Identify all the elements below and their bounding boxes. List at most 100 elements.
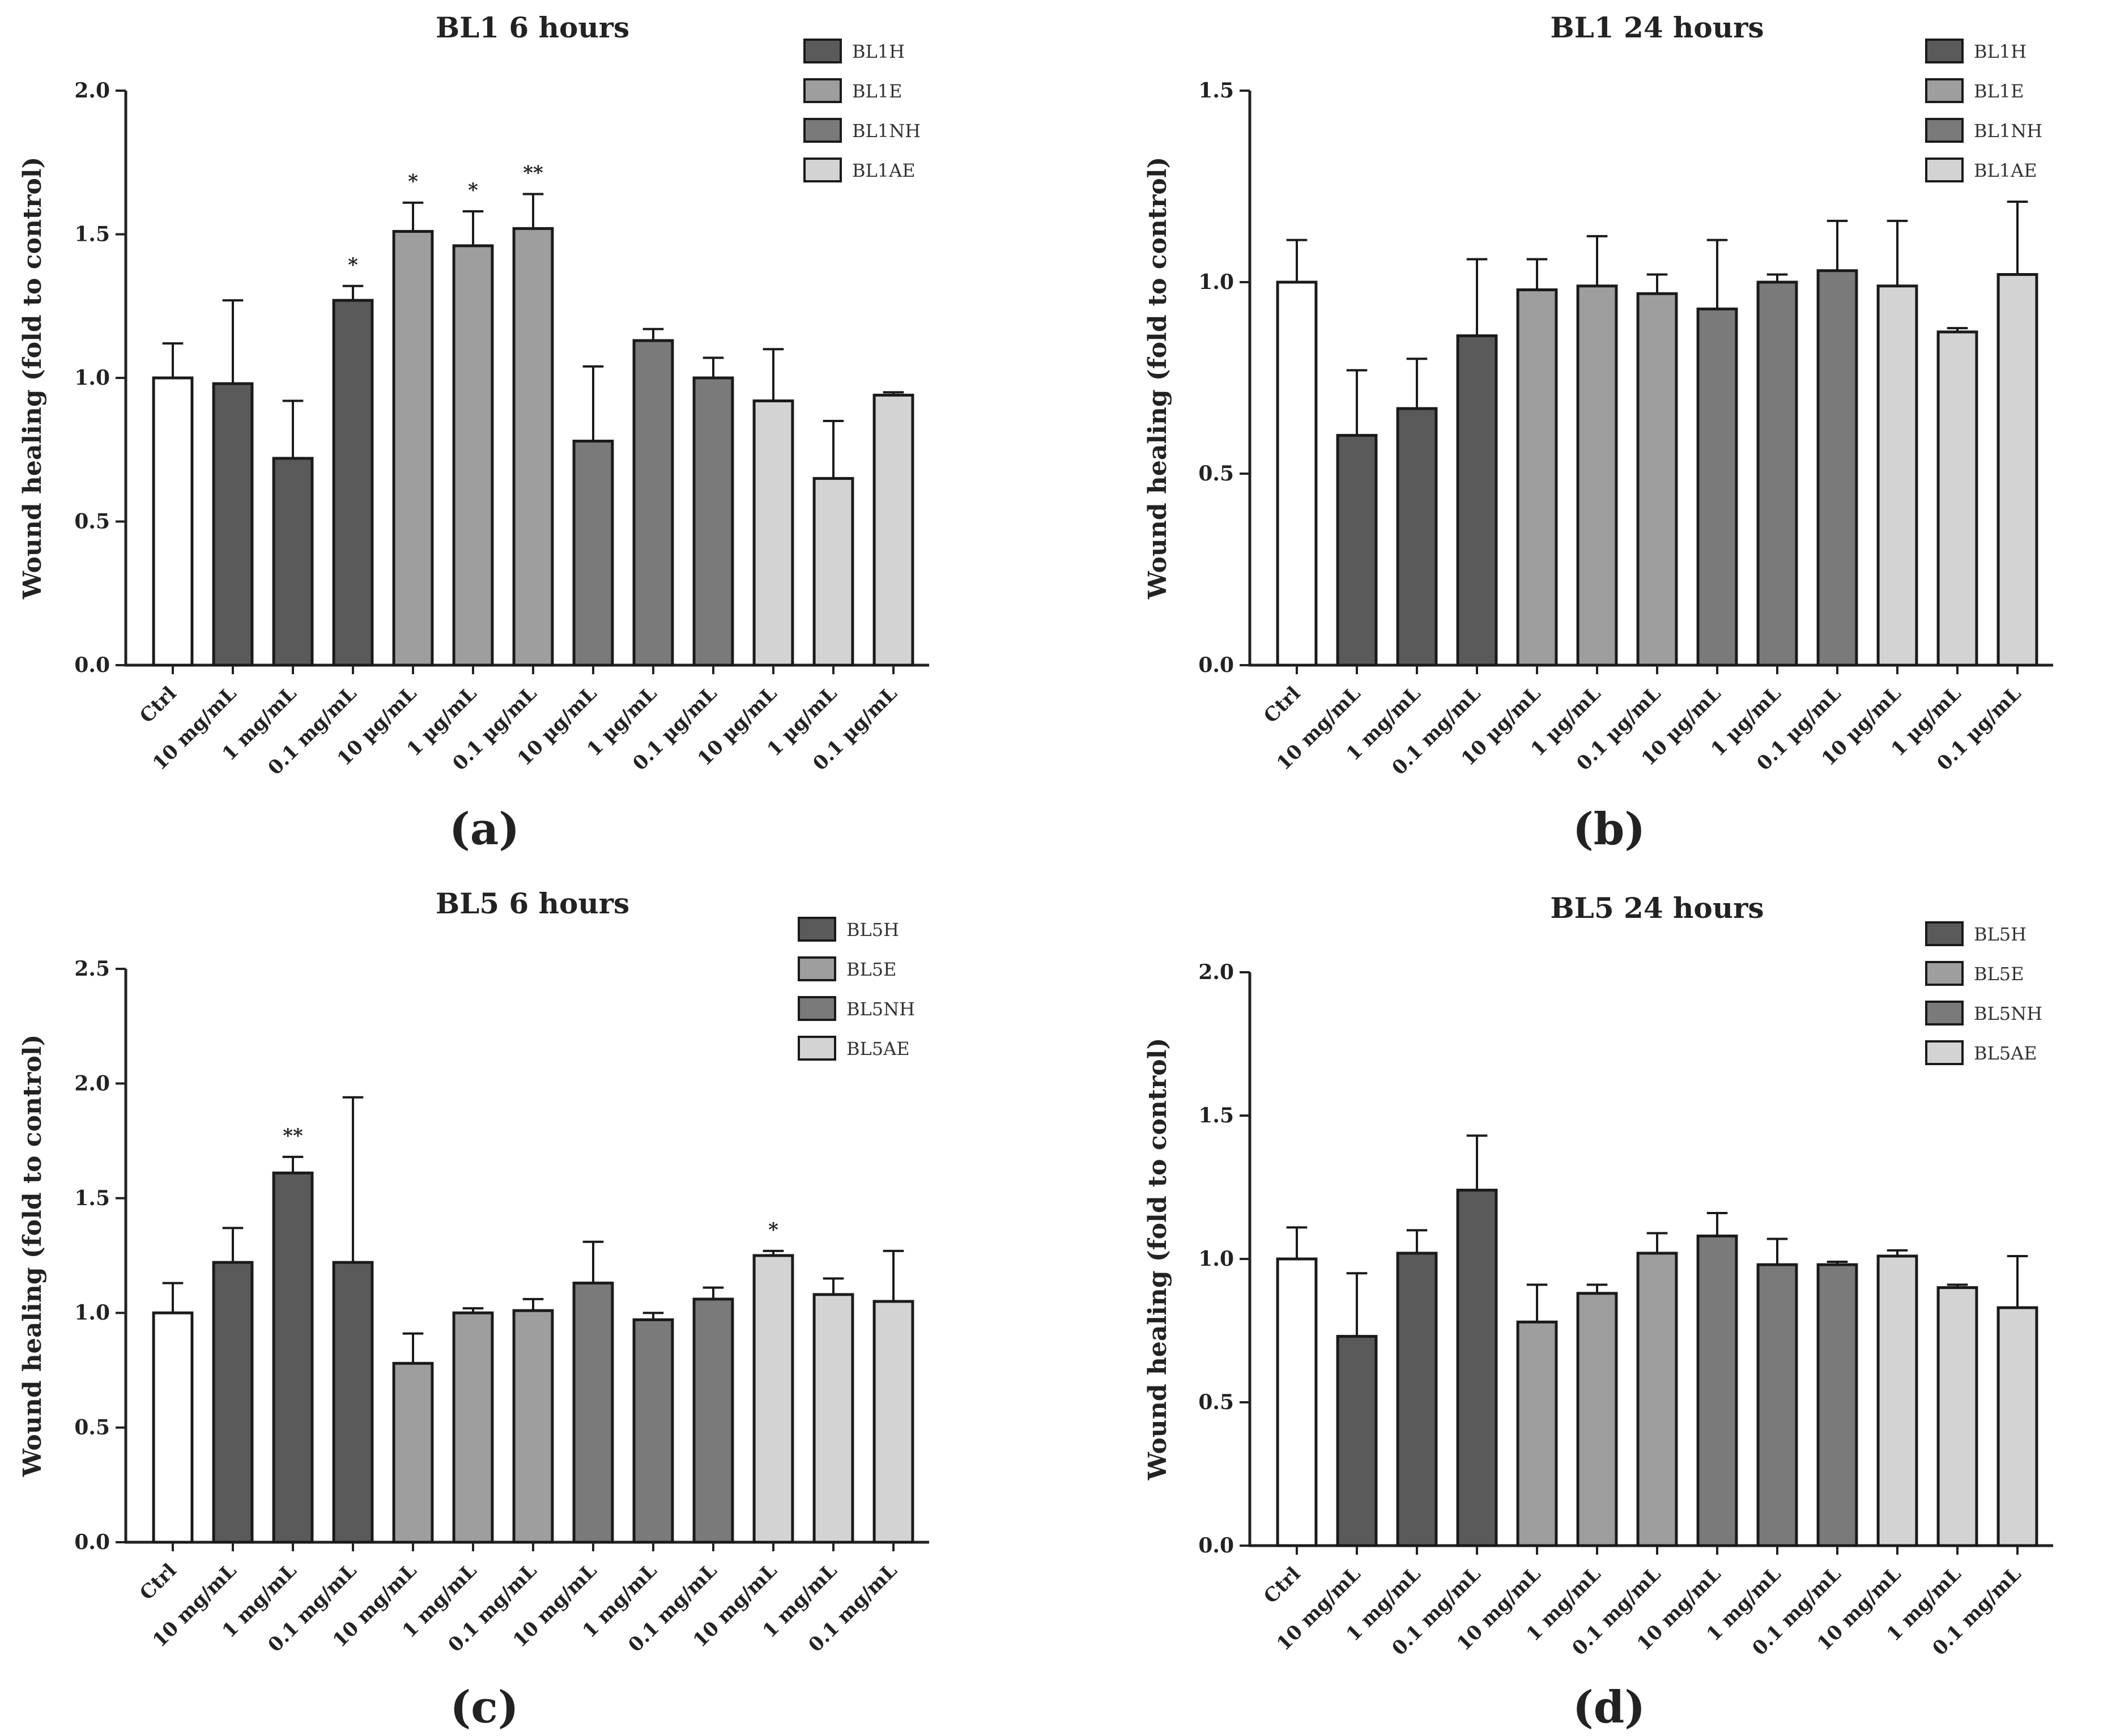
y-tick-label: 0.0 — [1198, 1534, 1234, 1558]
bar — [1696, 307, 1738, 667]
legend-swatch — [1925, 1040, 1964, 1065]
legend-swatch — [798, 917, 836, 942]
legend: BL5H BL5E BL5NH BL5AE — [798, 917, 915, 1061]
bar — [1336, 433, 1378, 667]
legend-label: BL5NH — [1974, 1003, 2042, 1024]
bar — [1996, 273, 2038, 667]
legend-label: BL5H — [846, 919, 899, 941]
bar — [1396, 1252, 1438, 1547]
legend-swatch — [1925, 39, 1964, 63]
significance-marker: * — [768, 1219, 778, 1241]
bar — [272, 1171, 314, 1544]
bar — [1816, 269, 1858, 667]
x-tick-label: Ctrl — [135, 1559, 181, 1605]
bar — [332, 299, 374, 667]
legend-swatch — [1925, 1001, 1964, 1026]
bar — [1636, 292, 1678, 667]
legend-label: BL1AE — [1974, 160, 2037, 181]
y-axis-label: Wound healing (fold to control) — [18, 157, 47, 600]
y-tick-label: 1.5 — [74, 223, 110, 246]
legend: BL5H BL5E BL5NH BL5AE — [1925, 921, 2042, 1065]
legend-swatch — [803, 78, 842, 103]
y-axis-label: Wound healing (fold to control) — [1143, 157, 1172, 600]
bar — [1456, 334, 1498, 667]
bar — [1876, 284, 1918, 667]
y-tick-label: 0.0 — [1198, 653, 1234, 677]
chart-title: BL5 6 hours — [436, 887, 629, 920]
y-tick-label: 1.0 — [1198, 1247, 1234, 1271]
y-tick-label: 1.0 — [1198, 270, 1234, 294]
panel-1: BL1 6 hours Wound healing (fold to contro… — [18, 11, 929, 855]
bar — [692, 376, 734, 667]
bar — [572, 1282, 614, 1544]
y-tick-label: 2.0 — [74, 1071, 110, 1095]
legend-label: BL5E — [1974, 963, 2024, 985]
bar — [1936, 330, 1978, 667]
panel-2: BL1 24 hours Wound healing (fold to contr… — [1143, 11, 2053, 855]
y-axis-label: Wound healing (fold to control) — [1143, 1038, 1172, 1481]
bar — [752, 399, 794, 667]
panel-letter: (c) — [450, 1682, 518, 1733]
y-tick-label: 2.0 — [74, 79, 110, 103]
significance-marker: ** — [283, 1125, 303, 1147]
y-tick-label: 0.0 — [74, 653, 110, 677]
bar — [212, 1261, 254, 1544]
legend-label: BL5E — [846, 959, 896, 980]
bar — [1276, 280, 1318, 667]
significance-marker: * — [468, 179, 478, 202]
y-tick-label: 1.5 — [74, 1186, 110, 1210]
legend-label: BL1NH — [852, 120, 921, 142]
legend-swatch — [1925, 118, 1964, 143]
significance-marker: * — [348, 254, 358, 276]
legend-label: BL5AE — [1974, 1043, 2037, 1064]
bar — [212, 382, 254, 667]
bar — [632, 339, 674, 667]
bar — [752, 1254, 794, 1544]
bar — [1396, 407, 1438, 667]
bar — [1816, 1263, 1858, 1547]
bar — [872, 1300, 914, 1544]
chart-title: BL5 24 hours — [1550, 891, 1764, 925]
bar — [1516, 288, 1558, 667]
bar — [1756, 1263, 1798, 1547]
y-tick-label: 1.0 — [74, 366, 110, 390]
legend-label: BL1NH — [1974, 120, 2042, 142]
panel-letter: (a) — [449, 803, 520, 855]
bar — [1456, 1189, 1498, 1547]
bar — [1936, 1286, 1978, 1547]
legend-swatch — [803, 158, 842, 182]
legend-label: BL1H — [852, 41, 905, 62]
bar — [1996, 1306, 2038, 1547]
bar — [392, 229, 434, 667]
bar — [152, 376, 194, 667]
legend-label: BL1H — [1974, 41, 2027, 62]
legend-swatch — [1925, 78, 1964, 103]
y-tick-label: 0.5 — [74, 1416, 110, 1440]
chart-title: BL1 6 hours — [436, 11, 629, 44]
bar — [1756, 280, 1798, 667]
bar — [1636, 1252, 1678, 1547]
bar — [632, 1318, 674, 1544]
legend-swatch — [798, 1036, 836, 1061]
bar — [692, 1297, 734, 1544]
panel-letter: (d) — [1573, 1682, 1645, 1733]
chart-title: BL1 24 hours — [1550, 11, 1764, 44]
bar — [272, 457, 314, 667]
legend-swatch — [1925, 921, 1964, 946]
y-tick-label: 2.0 — [1198, 960, 1234, 984]
legend-label: BL1E — [1974, 80, 2024, 102]
x-tick-label: Ctrl — [1259, 1563, 1305, 1608]
legend-label: BL5H — [1974, 924, 2027, 945]
bar — [1576, 284, 1618, 667]
bar — [1876, 1254, 1918, 1547]
y-tick-label: 1.5 — [1198, 79, 1234, 103]
legend-swatch — [1925, 158, 1964, 182]
y-tick-label: 1.0 — [74, 1301, 110, 1325]
bar — [332, 1261, 374, 1544]
y-tick-label: 2.5 — [74, 957, 110, 981]
bar — [572, 440, 614, 667]
panel-4: BL5 24 hours Wound healing (fold to contr… — [1143, 891, 2053, 1733]
bar — [812, 1293, 854, 1544]
y-axis-label: Wound healing (fold to control) — [18, 1035, 47, 1478]
